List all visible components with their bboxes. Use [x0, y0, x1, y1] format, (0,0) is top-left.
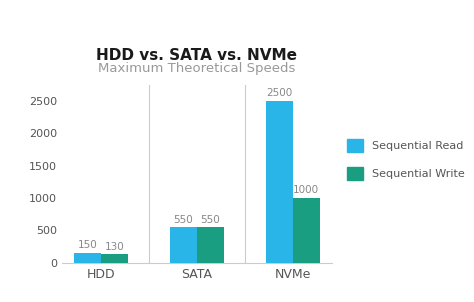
Text: Maximum Theoretical Speeds: Maximum Theoretical Speeds [98, 62, 295, 75]
Bar [74, 253, 101, 263]
Text: 2500: 2500 [266, 88, 292, 98]
Bar [101, 254, 128, 263]
Text: 130: 130 [104, 242, 124, 252]
Text: 550: 550 [201, 214, 220, 224]
Bar [266, 101, 292, 263]
Bar [170, 227, 197, 263]
Legend: Sequential Read, Sequential Write: Sequential Read, Sequential Write [343, 134, 469, 185]
Text: 1000: 1000 [293, 185, 319, 195]
Bar [292, 198, 319, 263]
Title: HDD vs. SATA vs. NVMe: HDD vs. SATA vs. NVMe [96, 47, 297, 63]
Text: 550: 550 [173, 214, 193, 224]
Text: 150: 150 [77, 240, 97, 250]
Bar [197, 227, 224, 263]
